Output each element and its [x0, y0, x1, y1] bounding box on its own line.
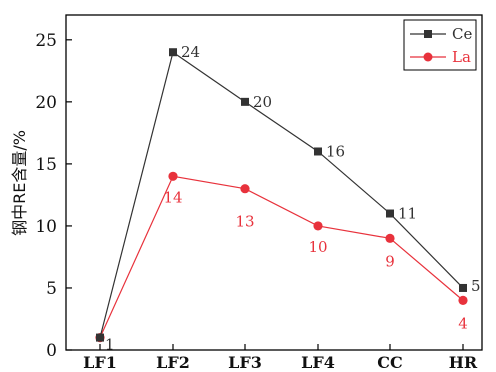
legend: Ce La	[403, 19, 477, 71]
data-label-la: 13	[235, 213, 254, 231]
data-label-ce: 16	[326, 142, 345, 160]
x-axis-ticks: LF1 LF2 LF3 LF4 CC HR	[83, 344, 478, 372]
y-tick-label: 5	[46, 279, 57, 299]
y-tick-label: 0	[46, 341, 57, 361]
series-ce: 1 24 20 16 11 5	[96, 43, 481, 354]
point-ce	[459, 283, 467, 292]
point-la	[240, 184, 250, 194]
point-la	[313, 221, 323, 231]
data-label-ce: 1	[105, 336, 115, 354]
data-label-la: 10	[308, 238, 327, 256]
data-label-ce: 11	[398, 205, 417, 223]
y-tick-label: 15	[35, 155, 57, 175]
data-label-ce: 24	[181, 43, 200, 61]
x-tick-label-cc: CC	[377, 353, 402, 372]
point-ce	[169, 48, 177, 57]
point-la	[168, 171, 178, 181]
series-line-ce	[99, 51, 464, 338]
legend-label-la: La	[452, 48, 471, 66]
legend-box	[403, 19, 477, 71]
y-tick-label: 10	[35, 217, 57, 237]
data-label-la: 9	[385, 252, 395, 270]
y-axis-label: 钢中RE含量/%	[10, 130, 29, 236]
point-ce	[241, 97, 249, 106]
point-ce	[386, 209, 394, 218]
x-tick-label-lf4: LF4	[301, 353, 335, 372]
y-tick-label: 20	[35, 93, 57, 113]
plot-frame	[65, 14, 483, 351]
data-label-ce: 20	[253, 93, 272, 111]
x-tick-label-lf2: LF2	[156, 353, 190, 372]
x-tick-label-hr: HR	[449, 353, 478, 372]
data-label-ce: 5	[471, 277, 481, 295]
series-la: 14 13 10 9 4	[95, 171, 468, 343]
y-axis-ticks: 0 5 10 15 20 25	[35, 31, 72, 361]
point-la	[458, 295, 468, 305]
legend-label-ce: Ce	[452, 25, 472, 43]
data-label-la: 4	[458, 314, 468, 332]
x-tick-label-lf3: LF3	[228, 353, 262, 372]
series-line-la	[99, 175, 464, 338]
data-label-la: 14	[163, 188, 182, 206]
legend-marker-la	[423, 52, 433, 62]
y-tick-label: 25	[35, 31, 57, 51]
legend-marker-ce	[424, 30, 432, 38]
point-ce	[96, 333, 104, 342]
point-ce	[314, 147, 322, 156]
series-layer: 14 13 10 9 4 1 24 20 16 11 5	[95, 43, 481, 354]
point-la	[385, 233, 395, 243]
x-tick-label-lf1: LF1	[83, 353, 117, 372]
